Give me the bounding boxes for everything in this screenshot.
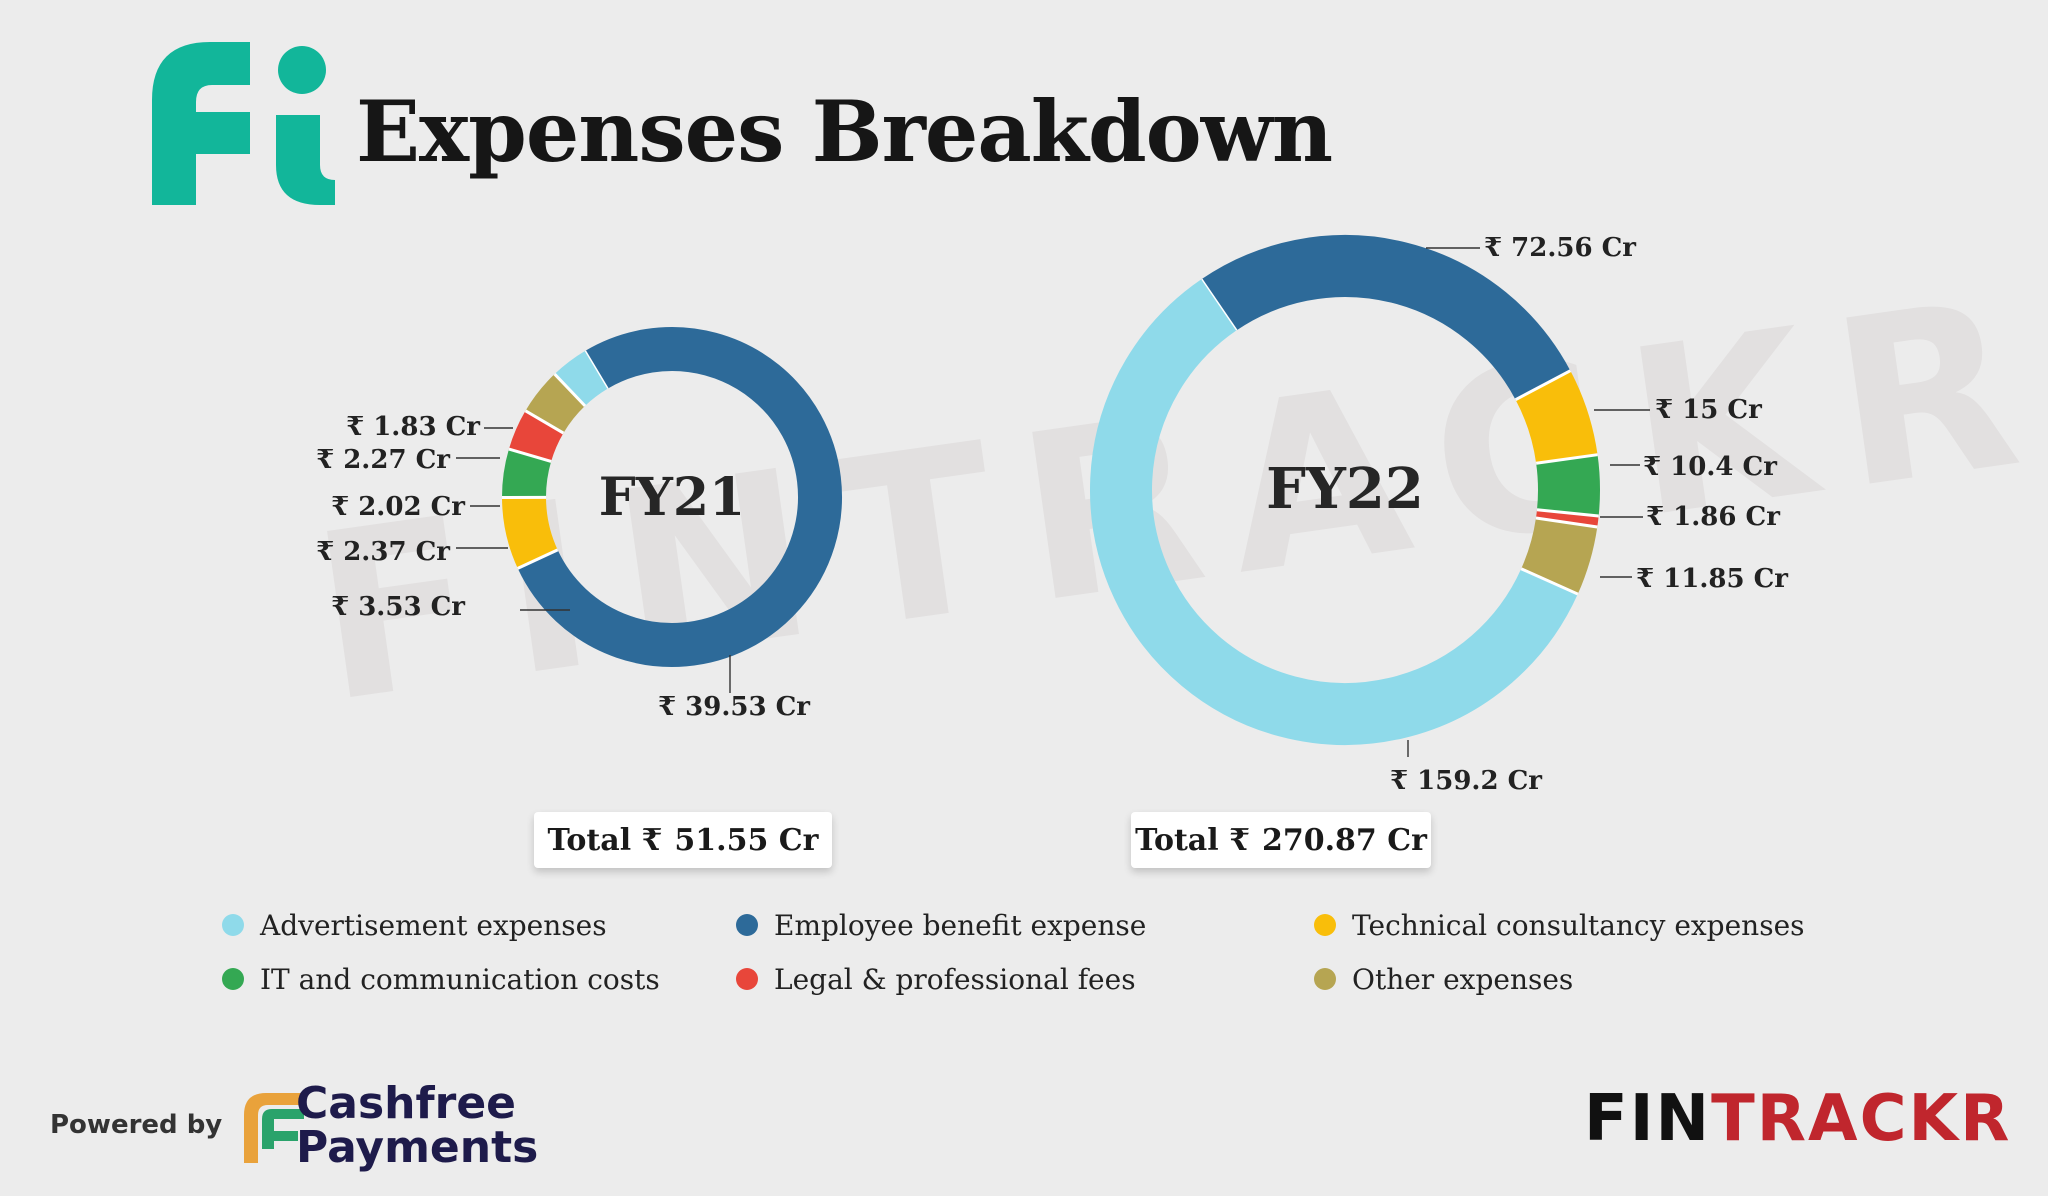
legend-item: Legal & professional fees <box>736 962 1314 996</box>
donut-slice <box>1090 279 1578 745</box>
data-label: ₹ 39.53 Cr <box>658 692 810 722</box>
donut-slice <box>517 327 842 667</box>
data-label: ₹ 15 Cr <box>1655 395 1762 425</box>
cashfree-line2: Payments <box>296 1122 539 1173</box>
slice-separator <box>517 548 559 570</box>
slice-separator <box>508 447 552 463</box>
donut-slice <box>1536 454 1600 517</box>
total-value: 51.55 Cr <box>674 822 819 858</box>
cashfree-logo-icon <box>244 1093 304 1163</box>
data-label: ₹ 10.4 Cr <box>1643 452 1777 482</box>
cashfree-line1: Cashfree <box>296 1078 517 1129</box>
data-label: ₹ 2.27 Cr <box>316 445 450 475</box>
data-label: ₹ 2.02 Cr <box>331 492 465 522</box>
legend-label: Other expenses <box>1352 962 1574 996</box>
legend-item: Employee benefit expense <box>736 908 1314 942</box>
data-label: ₹ 1.83 Cr <box>346 412 480 442</box>
legend-label: IT and communication costs <box>260 962 660 996</box>
cashfree-wordmark: Cashfree Payments <box>296 1082 538 1170</box>
slice-separator <box>1514 369 1572 402</box>
total-label: Total ₹ <box>547 822 663 858</box>
data-label: ₹ 159.2 Cr <box>1390 766 1542 796</box>
legend-item: Technical consultancy expenses <box>1314 908 1862 942</box>
legend: Advertisement expenses Employee benefit … <box>222 908 1862 996</box>
data-label: ₹ 2.37 Cr <box>316 537 450 567</box>
legend-item: Other expenses <box>1314 962 1862 996</box>
chart-title: FY21 <box>599 467 745 528</box>
donut-slice <box>554 351 608 407</box>
donut-slice <box>501 449 552 499</box>
legend-label: Advertisement expenses <box>260 908 607 942</box>
donut-slice <box>1520 517 1598 595</box>
donut-slice <box>508 410 564 463</box>
slice-separator <box>1536 508 1599 518</box>
slice-separator <box>553 373 587 407</box>
donut-slice <box>502 496 558 569</box>
powered-by-text: Powered by <box>50 1110 223 1140</box>
legend-swatch <box>222 968 244 990</box>
total-fy21: Total ₹ 51.55 Cr <box>534 812 832 868</box>
slice-separator <box>1535 516 1598 529</box>
legend-label: Technical consultancy expenses <box>1352 908 1805 942</box>
legend-swatch <box>222 914 244 936</box>
legend-item: IT and communication costs <box>222 962 736 996</box>
total-label: Total ₹ <box>1135 822 1250 858</box>
total-value: 270.87 Cr <box>1261 822 1427 858</box>
fi-logo <box>152 42 335 205</box>
donut-slice <box>1515 370 1598 464</box>
legend-label: Legal & professional fees <box>774 962 1136 996</box>
page-title: Expenses Breakdown <box>356 82 1333 181</box>
data-label: ₹ 3.53 Cr <box>331 592 465 622</box>
legend-swatch <box>1314 968 1336 990</box>
donut-slice <box>1201 235 1571 401</box>
fintrackr-part-b: TRACKR <box>1711 1082 2012 1156</box>
legend-item: Advertisement expenses <box>222 908 736 942</box>
fintrackr-part-a: FIN <box>1584 1082 1712 1156</box>
legend-swatch <box>1314 914 1336 936</box>
slice-separator <box>1535 453 1598 465</box>
total-fy22: Total ₹ 270.87 Cr <box>1131 812 1431 868</box>
data-label: ₹ 72.56 Cr <box>1484 233 1636 263</box>
slice-separator <box>524 409 565 435</box>
data-label: ₹ 1.86 Cr <box>1646 502 1780 532</box>
fintrackr-logo: FINTRACKR <box>1584 1082 2011 1156</box>
chart-title: FY22 <box>1266 456 1424 522</box>
data-label: ₹ 11.85 Cr <box>1636 564 1788 594</box>
slice-separator <box>1520 567 1579 596</box>
legend-label: Employee benefit expense <box>774 908 1147 942</box>
donut-slice <box>525 374 586 434</box>
legend-swatch <box>736 914 758 936</box>
legend-swatch <box>736 968 758 990</box>
